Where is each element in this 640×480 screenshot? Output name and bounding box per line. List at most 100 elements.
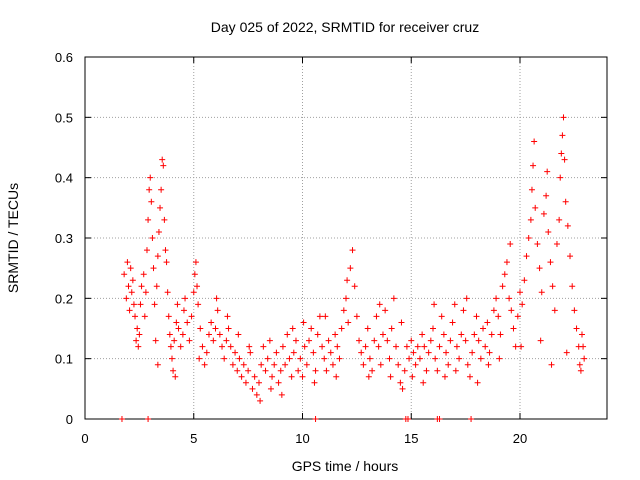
data-point — [449, 319, 456, 326]
data-point — [295, 367, 302, 374]
data-point — [434, 367, 441, 374]
data-point — [152, 337, 159, 344]
data-point — [275, 379, 282, 386]
data-point — [441, 373, 448, 380]
y-tick-label: 0.2 — [55, 291, 73, 306]
data-point — [503, 259, 510, 266]
data-point — [121, 271, 128, 278]
data-point — [364, 325, 371, 332]
data-point — [349, 247, 356, 254]
data-point — [537, 337, 544, 344]
data-point — [290, 349, 297, 356]
data-point — [201, 361, 208, 368]
data-point — [297, 355, 304, 362]
data-point — [164, 289, 171, 296]
data-point — [138, 283, 145, 290]
data-point — [165, 313, 172, 320]
data-point — [221, 355, 228, 362]
data-point — [530, 162, 537, 169]
data-point — [292, 337, 299, 344]
data-point — [406, 355, 413, 362]
data-point — [427, 337, 434, 344]
data-point — [188, 313, 195, 320]
data-point — [240, 361, 247, 368]
data-point — [141, 313, 148, 320]
data-point — [329, 361, 336, 368]
data-point — [501, 271, 508, 278]
data-point — [134, 325, 141, 332]
data-point — [549, 283, 556, 290]
data-point — [235, 331, 242, 338]
data-point — [403, 343, 410, 350]
data-point — [482, 343, 489, 350]
data-point — [475, 337, 482, 344]
data-point — [213, 295, 220, 302]
data-point — [464, 361, 471, 368]
data-point — [538, 289, 545, 296]
data-point — [170, 367, 177, 374]
data-point — [128, 289, 135, 296]
data-point — [393, 343, 400, 350]
data-point — [578, 331, 585, 338]
data-point — [126, 307, 133, 314]
data-point — [186, 337, 193, 344]
data-point — [477, 355, 484, 362]
data-point — [266, 337, 273, 344]
data-point — [130, 301, 137, 308]
data-point — [573, 325, 580, 332]
data-point — [474, 379, 481, 386]
y-tick-label: 0.4 — [55, 171, 73, 186]
data-point — [369, 367, 376, 374]
data-point — [531, 138, 538, 145]
data-point — [451, 301, 458, 308]
data-point — [559, 132, 566, 139]
data-point — [205, 331, 212, 338]
data-point — [365, 373, 372, 380]
data-point — [148, 198, 155, 205]
data-point — [154, 361, 161, 368]
data-point — [414, 343, 421, 350]
data-point — [203, 349, 210, 356]
data-point — [227, 343, 234, 350]
data-point — [462, 337, 469, 344]
data-point — [560, 114, 567, 121]
data-point — [518, 343, 525, 350]
data-point — [306, 337, 313, 344]
y-tick-label: 0.6 — [55, 50, 73, 65]
data-point — [145, 216, 152, 223]
data-point — [493, 295, 500, 302]
data-point — [528, 186, 535, 193]
data-point — [432, 355, 439, 362]
data-point — [303, 361, 310, 368]
data-point — [180, 307, 187, 314]
data-point — [534, 241, 541, 248]
data-point — [379, 331, 386, 338]
data-point — [273, 349, 280, 356]
data-point — [147, 174, 154, 181]
data-point — [160, 162, 167, 169]
data-point — [523, 253, 530, 260]
data-point — [571, 307, 578, 314]
data-point — [319, 343, 326, 350]
data-point — [556, 216, 563, 223]
data-point — [521, 277, 528, 284]
data-point — [208, 319, 215, 326]
data-point — [190, 289, 197, 296]
data-point — [269, 373, 276, 380]
data-point — [436, 416, 443, 422]
chart-title: Day 025 of 2022, SRMTID for receiver cru… — [211, 19, 479, 35]
data-point — [438, 313, 445, 320]
data-point — [486, 349, 493, 356]
data-point — [497, 331, 504, 338]
data-point — [151, 301, 158, 308]
data-point — [210, 337, 217, 344]
data-point — [362, 343, 369, 350]
data-point — [340, 307, 347, 314]
data-point — [174, 301, 181, 308]
data-point — [229, 361, 236, 368]
x-tick-label: 0 — [81, 431, 88, 446]
data-point — [153, 283, 160, 290]
data-point — [224, 313, 231, 320]
data-point — [125, 283, 132, 290]
y-tick-label: 0.3 — [55, 231, 73, 246]
